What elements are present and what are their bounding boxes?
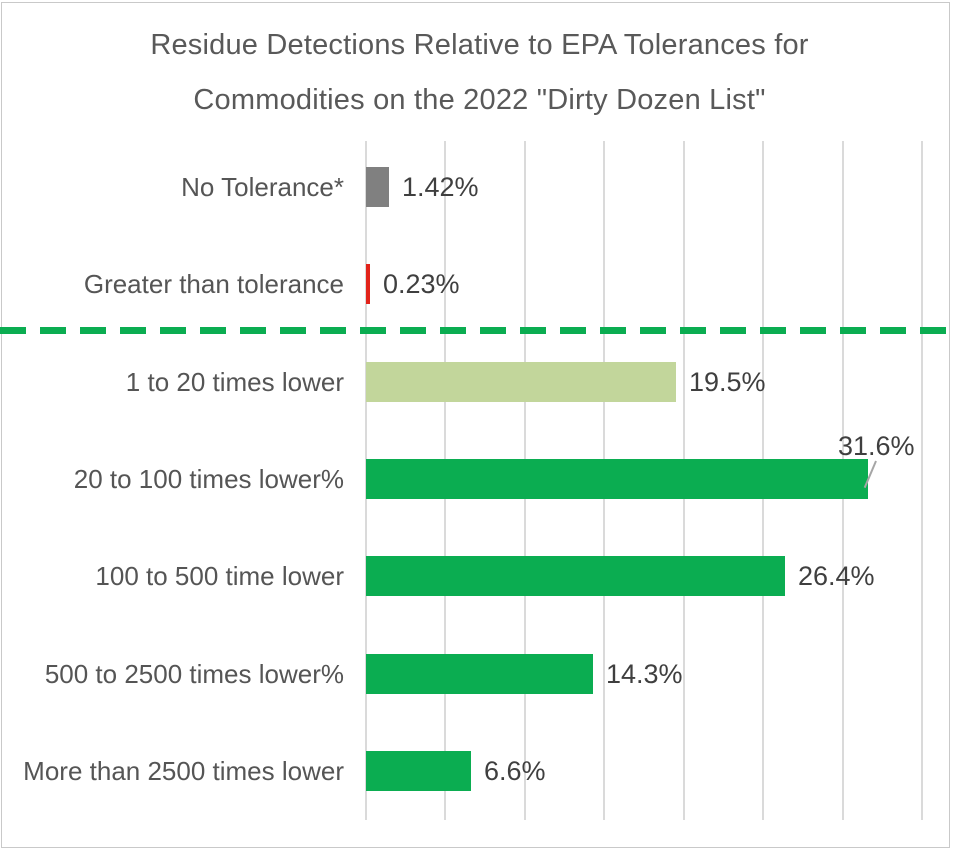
vertical-gridline-35pct — [921, 141, 923, 820]
bar-no-tolerance — [366, 166, 389, 207]
category-label: 20 to 100 times lower% — [73, 464, 344, 494]
bar-100-to-500-time-lower — [366, 556, 785, 597]
value-label: 31.6% — [838, 431, 915, 461]
value-label: 1.42% — [402, 171, 479, 202]
value-label: 26.4% — [798, 561, 875, 592]
value-label: 19.5% — [689, 366, 766, 397]
category-label: 100 to 500 time lower — [95, 561, 344, 592]
category-label: No Tolerance* — [181, 171, 344, 202]
category-label: Greater than tolerance — [83, 269, 344, 300]
value-label: 6.6% — [484, 756, 546, 787]
chart-frame-border — [1, 2, 950, 848]
bar-500-to-2500-times-lower — [366, 653, 593, 694]
tolerance-threshold-dashed-line — [0, 327, 959, 334]
bar-20-to-100-times-lower — [366, 459, 868, 499]
category-label: 500 to 2500 times lower% — [44, 658, 344, 689]
bar-greater-than-tolerance — [366, 264, 370, 305]
value-label: 14.3% — [606, 658, 683, 689]
category-label: More than 2500 times lower — [23, 756, 344, 787]
bar-more-than-2500-times-lower — [366, 751, 471, 792]
chart-title: Residue Detections Relative to EPA Toler… — [150, 29, 809, 116]
category-label: 1 to 20 times lower — [125, 366, 344, 397]
value-label: 0.23% — [383, 269, 460, 300]
bar-1-to-20-times-lower — [366, 361, 676, 402]
